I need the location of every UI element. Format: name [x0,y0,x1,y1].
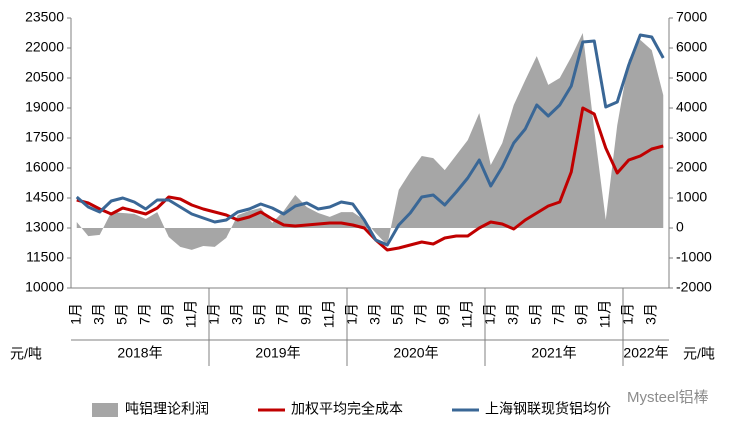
y2-tick-label: 1000 [676,189,707,205]
y-tick-label: 17500 [25,129,64,145]
x-tick-label: 7月 [136,303,152,325]
x-tick-label: 9月 [435,303,451,325]
x-tick-label: 5月 [251,303,267,325]
y2-tick-label: -2000 [676,279,712,295]
x-tick-label: 3月 [366,303,382,325]
y2-tick-label: 0 [676,219,684,235]
x-tick-label: 9月 [297,303,313,325]
y2-tick-label: 2000 [676,159,707,175]
legend-label: 上海钢联现货铝均价 [485,401,611,417]
y-tick-label: 14500 [25,189,64,205]
x-tick-label: 1月 [67,303,83,325]
x-tick-label: 5月 [113,303,129,325]
y2-tick-label: 3000 [676,129,707,145]
x-tick-label: 11月 [596,300,612,329]
watermark: Mysteel铝棒 [627,389,709,406]
year-label: 2022年 [623,345,668,361]
y-tick-label: 22000 [25,39,64,55]
x-tick-label: 11月 [458,300,474,329]
x-tick-label: 1月 [343,303,359,325]
y2-tick-label: 5000 [676,69,707,85]
x-tick-label: 1月 [481,303,497,325]
y-axis-label: 元/吨 [10,346,42,362]
x-tick-label: 9月 [573,303,589,325]
x-tick-label: 7月 [274,303,290,325]
y-tick-label: 11500 [26,249,64,265]
x-tick-label: 7月 [550,303,566,325]
year-label: 2021年 [531,345,576,361]
x-tick-label: 11月 [320,300,336,329]
x-tick-label: 3月 [228,303,244,325]
x-tick-label: 1月 [619,303,635,325]
y2-tick-label: 4000 [676,99,707,115]
x-tick-label: 5月 [527,303,543,325]
line [76,106,664,252]
y-tick-label: 16000 [25,159,64,175]
year-label: 2019年 [255,345,300,361]
x-tick-label: 7月 [412,303,428,325]
legend-label: 吨铝理论利润 [125,401,209,417]
x-tick-label: 3月 [504,303,520,325]
y2-tick-label: 6000 [676,39,707,55]
y2-axis-label: 元/吨 [683,346,715,362]
x-tick-label: 5月 [389,303,405,325]
year-label: 2020年 [393,345,438,361]
y-tick-label: 19000 [25,99,64,115]
x-tick-label: 3月 [90,303,106,325]
legend-swatch [92,403,118,417]
x-tick-label: 3月 [642,303,658,325]
x-tick-label: 1月 [205,303,221,325]
y-tick-label: 20500 [25,69,64,85]
legend-label: 加权平均完全成本 [291,401,403,417]
year-label: 2018年 [117,345,162,361]
line [75,33,665,247]
y2-tick-label: 7000 [676,9,707,25]
x-tick-label: 11月 [182,300,198,329]
y-tick-label: 23500 [25,9,64,25]
y-tick-label: 13000 [25,219,64,235]
x-tick-label: 9月 [159,303,175,325]
area [76,33,664,250]
y-tick-label: 10000 [25,279,64,295]
y2-tick-label: -1000 [676,249,712,265]
